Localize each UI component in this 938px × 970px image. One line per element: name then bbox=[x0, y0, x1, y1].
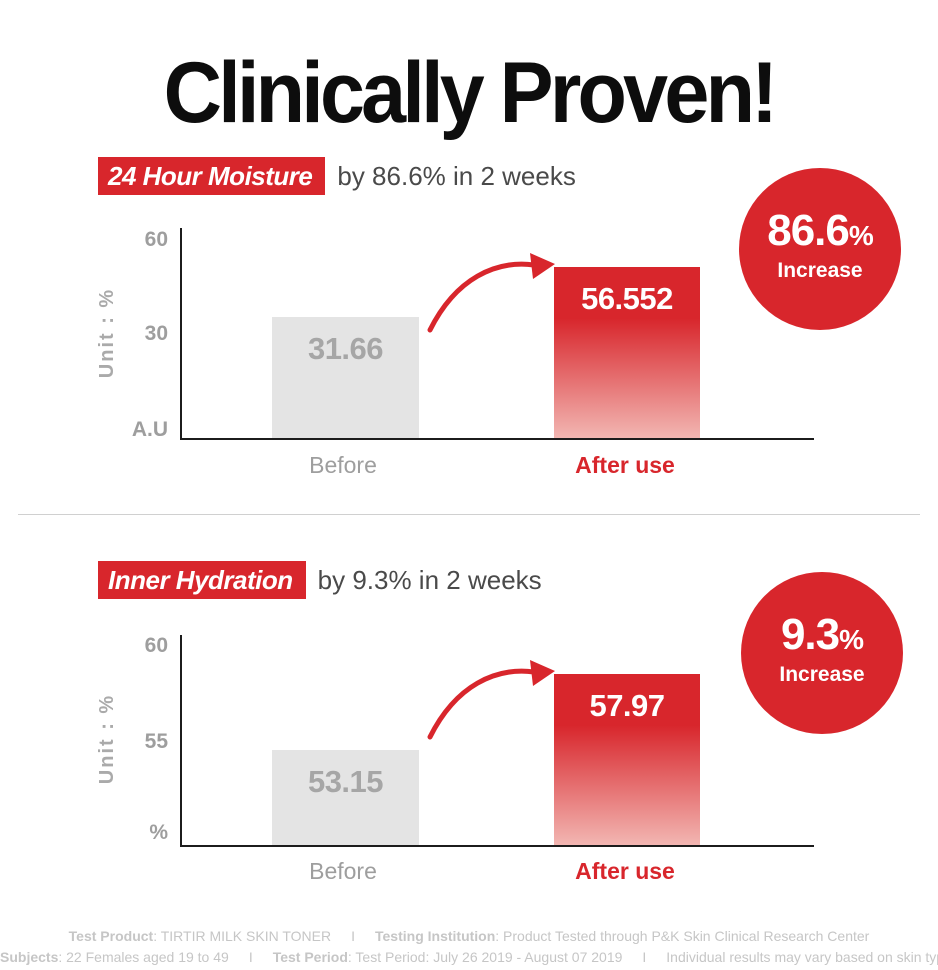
chart2-percent-sign: % bbox=[839, 624, 864, 655]
footer-line-2: Subjects: 22 Females aged 19 to 49 I Test … bbox=[0, 949, 938, 965]
increase-arrow-icon bbox=[427, 253, 555, 333]
chart2-subtitle: by 9.3% in 2 weeks bbox=[317, 564, 542, 595]
footer-disclaimer: Individual results may vary based on ski… bbox=[666, 949, 938, 965]
chart1-before-value: 31.66 bbox=[307, 331, 384, 366]
footer-test-period-label: Test Period bbox=[272, 949, 348, 965]
chart2-before-value: 53.15 bbox=[307, 764, 384, 799]
chart1-label-after: After use bbox=[575, 452, 675, 478]
chart1-bar-before: 31.66 bbox=[272, 317, 419, 438]
chart2-bar-after: 57.97 bbox=[554, 674, 700, 845]
chart1-increase-label: Increase bbox=[777, 259, 863, 282]
chart2-increase-percent: 9.3% bbox=[780, 610, 864, 663]
footer-line-1: Test Product: TIRTIR MILK SKIN TONER I Tes… bbox=[0, 928, 938, 944]
chart1-ytick-60: 60 bbox=[144, 228, 168, 251]
footer-testing-institution-value: : Product Tested through P&K Skin Clinic… bbox=[495, 928, 870, 944]
chart1-bar-after: 56.552 bbox=[554, 267, 700, 438]
footer-test-product-label: Test Product bbox=[68, 928, 154, 944]
footer-testing-institution-label: Testing Institution bbox=[375, 928, 496, 944]
chart2-label-after: After use bbox=[575, 858, 675, 884]
chart1-increase-number: 86.6 bbox=[767, 206, 850, 255]
footer-subjects-label: Subjects bbox=[0, 949, 59, 965]
increase-arrow-icon bbox=[427, 660, 555, 740]
chart1-ytick-30: 30 bbox=[144, 322, 168, 345]
chart1-percent-sign: % bbox=[848, 220, 874, 251]
footer-test-period-value: : Test Period: July 26 2019 - August 07 … bbox=[347, 949, 623, 965]
chart2-header: Inner Hydration by 9.3% in 2 weeks bbox=[98, 561, 542, 599]
chart2-label-before: Before bbox=[309, 858, 377, 884]
chart1-after-value: 56.552 bbox=[581, 281, 673, 316]
footer-separator: I bbox=[642, 949, 647, 965]
chart2-ytick-60: 60 bbox=[144, 634, 168, 657]
footer-test-product-value: : TIRTIR MILK SKIN TONER bbox=[153, 928, 332, 944]
page-title: Clinically Proven! bbox=[163, 44, 778, 141]
chart2-increase-badge: 9.3% Increase bbox=[741, 572, 903, 734]
chart2-badge: Inner Hydration bbox=[98, 561, 306, 599]
footer-separator: I bbox=[351, 928, 355, 944]
footer-subjects-value: : 22 Females aged 19 to 49 bbox=[58, 949, 229, 965]
footer-separator: I bbox=[248, 949, 253, 965]
chart1-label-before: Before bbox=[309, 452, 377, 478]
chart1-plot-area: 31.66 56.552 bbox=[180, 228, 814, 440]
section-divider bbox=[18, 514, 920, 515]
chart1-ytick-au: A.U bbox=[131, 418, 168, 441]
chart1-subtitle: by 86.6% in 2 weeks bbox=[337, 160, 576, 191]
chart2-plot-area: 53.15 57.97 bbox=[180, 635, 814, 847]
chart2-ytick-pct: % bbox=[149, 821, 168, 844]
chart2-bar-before: 53.15 bbox=[272, 750, 419, 845]
chart2-increase-number: 9.3 bbox=[780, 610, 840, 659]
chart1-increase-percent: 86.6% bbox=[767, 206, 874, 259]
chart1-header: 24 Hour Moisture by 86.6% in 2 weeks bbox=[98, 157, 576, 195]
chart2-after-value: 57.97 bbox=[589, 688, 665, 723]
chart1-increase-badge: 86.6% Increase bbox=[739, 168, 901, 330]
chart2-increase-label: Increase bbox=[779, 663, 865, 686]
chart2-ytick-55: 55 bbox=[144, 730, 168, 753]
chart1-badge: 24 Hour Moisture bbox=[98, 157, 326, 195]
